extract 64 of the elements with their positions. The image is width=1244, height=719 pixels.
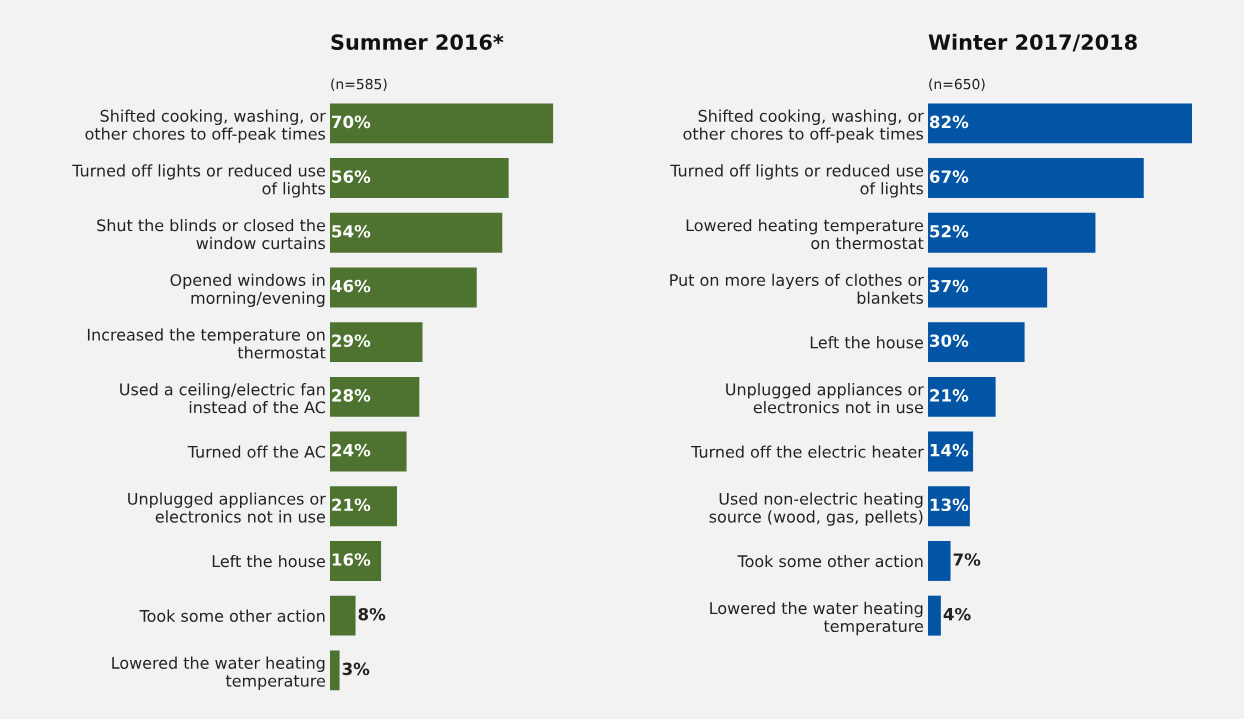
y-tick-label: Left the house: [212, 554, 325, 568]
y-tick-label: Put on more layers of clothes or blankets: [670, 273, 924, 304]
y-tick-label: Turned off lights or reduced use of lights: [72, 164, 326, 198]
data-label: 82%: [929, 115, 969, 129]
bar: [330, 267, 477, 308]
y-tick-label: Left the house: [810, 336, 923, 349]
data-label: 46%: [331, 279, 371, 293]
data-label: 4%: [943, 607, 971, 621]
y-tick-label: Used a ceiling/electric fan instead of the AC: [120, 383, 325, 414]
bar: [928, 595, 941, 636]
data-label: 21%: [332, 498, 371, 512]
y-tick-label: Shut the blinds or closed the window curtains: [97, 218, 326, 250]
data-label: 8%: [358, 607, 386, 621]
bar: [330, 431, 407, 472]
data-label: 29%: [332, 334, 371, 347]
bar: [330, 158, 509, 199]
y-tick-label: Lowered heating temperature on thermostat: [686, 218, 924, 250]
data-label: 3%: [342, 662, 370, 676]
data-label: 67%: [929, 170, 969, 183]
bar: [928, 322, 1025, 363]
chart-subtitle: (n=650): [929, 78, 985, 91]
y-tick-label: Lowered the water heating temperature: [710, 601, 923, 636]
y-tick-label: Shifted cooking, washing, or other chores to off-peak times: [683, 109, 924, 143]
chart-title: Summer 2016*: [331, 34, 504, 50]
bar: [330, 595, 356, 636]
data-label: 30%: [930, 334, 969, 347]
data-label: 13%: [930, 498, 969, 512]
y-tick-label: Took some other action: [737, 554, 923, 568]
data-label: 14%: [930, 443, 969, 457]
bar: [330, 486, 397, 527]
data-label: 52%: [930, 224, 969, 238]
y-tick-label: Used non-electric heating source (wood, gas, pellets): [709, 492, 923, 526]
chart-subtitle: (n=585): [331, 78, 387, 91]
y-tick-label: Increased the temperature on thermostat: [87, 328, 326, 359]
bar: [928, 103, 1193, 144]
data-label: 16%: [332, 553, 371, 566]
data-label: 37%: [930, 279, 969, 293]
bar: [928, 540, 951, 581]
bar: [330, 376, 420, 417]
data-label: 21%: [930, 389, 969, 402]
y-tick-label: Turned off the electric heater: [691, 445, 924, 458]
bar: [330, 103, 554, 144]
data-label: 28%: [332, 389, 371, 402]
bar: [928, 158, 1144, 199]
bar: [330, 212, 503, 253]
bar: [330, 322, 423, 363]
data-label: 56%: [332, 170, 371, 183]
y-tick-label: Took some other action: [139, 609, 325, 622]
chart-title: Winter 2017/2018: [928, 33, 1137, 52]
bar: [928, 212, 1096, 253]
y-tick-label: Turned off the AC: [187, 445, 325, 458]
y-tick-label: Unplugged appliances or electronics not in use: [128, 492, 326, 523]
y-tick-label: Lowered the water heating temperature: [112, 656, 325, 690]
bar: [928, 376, 996, 417]
data-label: 70%: [332, 115, 371, 129]
y-tick-label: Turned off lights or reduced use of lights: [670, 164, 924, 198]
data-label: 24%: [332, 443, 371, 457]
y-tick-label: Unplugged appliances or electronics not in use: [726, 383, 924, 414]
data-label: 54%: [332, 224, 371, 238]
data-label: 7%: [953, 553, 981, 566]
bar: [330, 650, 340, 691]
y-tick-label: Opened windows in morning/evening: [170, 273, 325, 307]
bar: [928, 267, 1048, 308]
y-tick-label: Shifted cooking, washing, or other chores to off-peak times: [85, 109, 326, 143]
